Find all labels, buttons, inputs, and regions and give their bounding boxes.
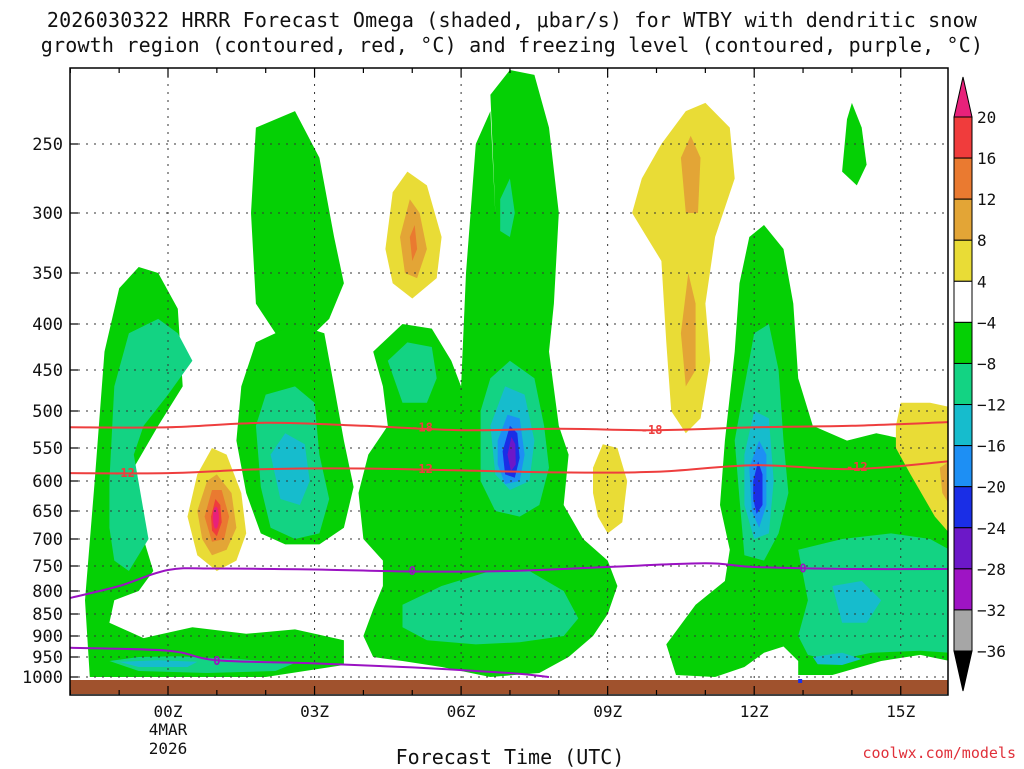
contour-freezing-level-lower: [70, 646, 550, 678]
y-tick-label-550: 550: [32, 439, 63, 459]
x-tick-label-12Z: 12Z: [740, 702, 769, 721]
contour-label-1: -18: [641, 423, 663, 437]
colorbar-bin-1: [953, 157, 973, 200]
colorbar-bin-5: [953, 321, 973, 364]
colorbar-label-0: 20: [977, 108, 996, 127]
date-label-year: 2026: [149, 739, 188, 758]
shade-yellow-09z: [593, 444, 628, 534]
shade-teal-07z-top: [500, 178, 515, 237]
colorbar-bin-12: [953, 609, 973, 652]
contour-lines: -18 -18 -12 -12 -12 0 0 0: [70, 420, 948, 678]
shade-blue-12z: [753, 461, 763, 514]
colorbar-bin-6: [953, 362, 973, 406]
colorbar-legend: 20 16 12 8 4 −4 −8 −12 −16 −20 −24 −28 −32 −36: [953, 76, 1006, 692]
plot-frame: [69, 67, 949, 696]
source-credit: coolwx.com/models: [862, 744, 1016, 762]
contour-label-4: -12: [846, 460, 868, 474]
shade-green-center: [358, 70, 618, 677]
colorbar-label-3: 8: [977, 231, 987, 250]
colorbar-label-10: −24: [977, 519, 1006, 538]
shade-dkyellow-11z-mid: [680, 273, 696, 387]
colorbar-label-8: −16: [977, 437, 1006, 456]
y-tick-label-1000: 1000: [22, 668, 63, 688]
colorbar-label-13: −36: [977, 642, 1006, 661]
colorbar-label-11: −28: [977, 560, 1006, 579]
contour-label-5: 0: [409, 564, 416, 578]
colorbar-label-1: 16: [977, 149, 996, 168]
shade-purple-07z: [507, 436, 516, 472]
y-tick-label-350: 350: [32, 264, 63, 284]
y-tick-label-850: 850: [32, 605, 63, 625]
x-tick-label-03Z: 03Z: [300, 702, 329, 721]
contour-label-7: 0: [213, 654, 220, 668]
colorbar-label-5: −4: [977, 313, 996, 332]
shade-cyan-bottom: [119, 660, 198, 667]
y-tick-label-800: 800: [32, 582, 63, 602]
shade-teal-left: [109, 318, 193, 571]
colorbar-label-9: −20: [977, 478, 1006, 497]
x-axis-label: Forecast Time (UTC): [395, 745, 625, 769]
contour-label-0: -18: [411, 420, 433, 434]
y-axis: 2503003504004505005506006507007508008509…: [22, 135, 78, 688]
colorbar-bin-0: [953, 116, 973, 159]
y-tick-label-650: 650: [32, 502, 63, 522]
contour-label-6: 0: [799, 562, 806, 576]
shade-orange-05z: [409, 225, 418, 261]
shade-teal-center-upper: [387, 342, 437, 403]
colorbar-bin-2: [953, 198, 973, 241]
colorbar-label-6: −8: [977, 354, 996, 373]
y-tick-label-950: 950: [32, 648, 63, 668]
y-tick-label-250: 250: [32, 135, 63, 155]
contour-label-3: -12: [411, 462, 433, 476]
y-tick-label-450: 450: [32, 361, 63, 381]
y-tick-label-750: 750: [32, 557, 63, 577]
contour-DGZ-top: [70, 421, 948, 432]
grid-lines: [70, 68, 948, 695]
colorbar-label-4: 4: [977, 272, 987, 291]
chart-title-line-1: 2026030322 HRRR Forecast Omega (shaded, …: [46, 8, 978, 32]
y-tick-label-400: 400: [32, 315, 63, 335]
terrain-marker: [798, 679, 803, 683]
shade-max-core-01z: [212, 506, 219, 529]
x-tick-label-00Z: 00Z: [154, 702, 183, 721]
y-tick-label-300: 300: [32, 204, 63, 224]
shade-yellow-10z: [632, 102, 735, 434]
y-tick-label-700: 700: [32, 530, 63, 550]
x-tick-label-15Z: 15Z: [886, 702, 915, 721]
contour-DGZ-bottom: [70, 460, 948, 475]
colorbar-bin-8: [953, 445, 973, 488]
x-tick-label-09Z: 09Z: [593, 702, 622, 721]
shade-cyan-bottom-right: [812, 652, 862, 665]
shade-dkyellow-11z: [680, 135, 701, 213]
x-axis: 00Z 03Z 06Z 09Z 12Z 15Z: [69, 68, 916, 721]
colorbar-bin-9: [953, 486, 973, 529]
chart-title-line-2: growth region (contoured, red, °C) and f…: [40, 33, 984, 57]
contour-label-2: -12: [113, 466, 135, 480]
y-tick-label-900: 900: [32, 627, 63, 647]
colorbar-label-12: −32: [977, 601, 1006, 620]
y-tick-label-500: 500: [32, 402, 63, 422]
x-tick-label-06Z: 06Z: [447, 702, 476, 721]
terrain-band: [70, 680, 948, 694]
colorbar-bin-10: [953, 527, 973, 570]
date-label-month: 4MAR: [149, 720, 188, 739]
colorbar-bin-7: [953, 404, 973, 447]
colorbar-label-2: 12: [977, 190, 996, 209]
shade-yellow-15z: [895, 402, 948, 532]
shade-cyan-right: [832, 581, 882, 623]
colorbar-over-triangle: [953, 76, 973, 118]
colorbar-label-7: −12: [977, 396, 1006, 415]
shade-teal-lower-center: [402, 571, 579, 645]
contour-freezing-level-upper: [70, 562, 948, 599]
colorbar-bin-11: [953, 568, 973, 611]
colorbar-bin-3: [953, 239, 973, 282]
omega-shading: [85, 70, 948, 677]
colorbar-bin-4: [953, 280, 973, 323]
shade-dkyellow-16z: [939, 462, 948, 503]
colorbar-under-triangle: [953, 650, 973, 692]
shade-green-upper-2z: [251, 111, 344, 343]
y-tick-label-600: 600: [32, 472, 63, 492]
